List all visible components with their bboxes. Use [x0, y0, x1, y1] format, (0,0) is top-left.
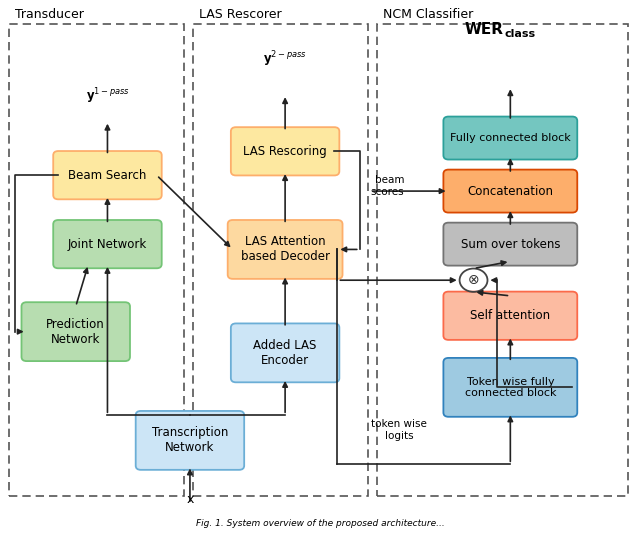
- FancyBboxPatch shape: [444, 292, 577, 340]
- Text: class: class: [504, 29, 536, 39]
- Text: x: x: [186, 493, 194, 505]
- Text: Transducer: Transducer: [15, 9, 84, 21]
- Text: LAS Attention
based Decoder: LAS Attention based Decoder: [241, 235, 330, 263]
- Text: beam
scores: beam scores: [371, 175, 404, 197]
- Text: token wise
logits: token wise logits: [371, 419, 428, 441]
- Text: Sum over tokens: Sum over tokens: [461, 237, 560, 251]
- FancyBboxPatch shape: [53, 151, 162, 199]
- Text: NCM Classifier: NCM Classifier: [383, 9, 474, 21]
- Text: Added LAS
Encoder: Added LAS Encoder: [253, 339, 317, 367]
- FancyBboxPatch shape: [136, 411, 244, 470]
- Text: Self attention: Self attention: [470, 309, 550, 322]
- Text: Fig. 1. System overview of the proposed architecture...: Fig. 1. System overview of the proposed …: [196, 519, 444, 528]
- Text: Transcription
Network: Transcription Network: [152, 427, 228, 455]
- Text: Concatenation: Concatenation: [467, 184, 554, 198]
- Text: Token wise fully
connected block: Token wise fully connected block: [465, 377, 556, 398]
- Bar: [377, 24, 628, 496]
- FancyBboxPatch shape: [444, 358, 577, 417]
- Text: Beam Search: Beam Search: [68, 169, 147, 182]
- Text: Joint Network: Joint Network: [68, 237, 147, 251]
- Bar: [9, 24, 184, 496]
- Text: $\mathbf{y}^{1-pass}$: $\mathbf{y}^{1-pass}$: [86, 87, 129, 106]
- FancyBboxPatch shape: [444, 222, 577, 266]
- Text: $\mathbf{y}^{2-pass}$: $\mathbf{y}^{2-pass}$: [263, 49, 307, 69]
- FancyBboxPatch shape: [53, 220, 162, 268]
- FancyBboxPatch shape: [22, 302, 130, 361]
- FancyBboxPatch shape: [228, 220, 342, 279]
- FancyBboxPatch shape: [231, 323, 339, 382]
- FancyBboxPatch shape: [231, 127, 339, 175]
- Text: Prediction
Network: Prediction Network: [46, 318, 105, 346]
- Text: LAS Rescorer: LAS Rescorer: [200, 9, 282, 21]
- FancyBboxPatch shape: [444, 116, 577, 160]
- Text: Fully connected block: Fully connected block: [450, 133, 571, 143]
- Text: LAS Rescoring: LAS Rescoring: [243, 145, 327, 158]
- Text: ⊗: ⊗: [468, 273, 479, 287]
- Bar: [193, 24, 367, 496]
- FancyBboxPatch shape: [444, 169, 577, 213]
- Text: WER: WER: [465, 23, 504, 38]
